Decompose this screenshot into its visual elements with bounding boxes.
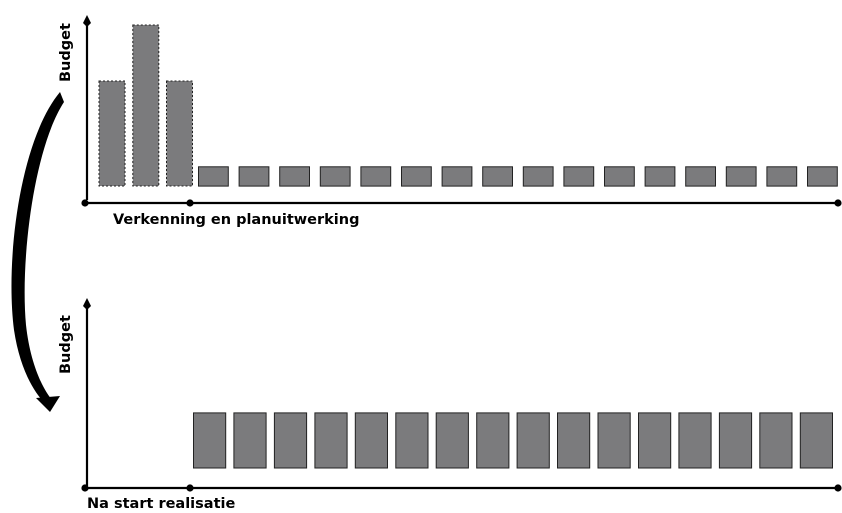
budget-shift-arrowhead-icon bbox=[36, 396, 60, 412]
bottom-bar-5 bbox=[233, 412, 267, 469]
top-bar-8 bbox=[360, 166, 392, 187]
top-y-label: Budget bbox=[58, 23, 74, 82]
top-bar-19 bbox=[807, 166, 838, 187]
bottom-phase-marker-dot bbox=[186, 484, 194, 492]
top-bar-9 bbox=[401, 166, 432, 187]
top-bar-10 bbox=[441, 166, 473, 187]
bottom-bar-4 bbox=[193, 412, 227, 469]
top-bar-14 bbox=[604, 166, 635, 187]
top-bar-18 bbox=[766, 166, 798, 187]
top-x-label: Verkenning en planuitwerking bbox=[113, 212, 359, 228]
top-bar-7 bbox=[319, 166, 351, 187]
chart-verkenning: Budget Verkenning en planuitwerking bbox=[58, 15, 842, 228]
bottom-bar-7 bbox=[314, 412, 348, 469]
top-bars bbox=[98, 24, 838, 187]
bottom-bar-12 bbox=[516, 412, 550, 469]
bottom-bar-16 bbox=[678, 412, 712, 469]
top-bar-12 bbox=[522, 166, 554, 187]
bottom-bar-14 bbox=[597, 412, 631, 469]
bottom-bar-11 bbox=[476, 412, 510, 469]
bottom-y-label: Budget bbox=[58, 315, 74, 374]
bottom-bar-13 bbox=[557, 412, 591, 469]
top-bar-2 bbox=[132, 24, 160, 187]
top-bar-6 bbox=[279, 166, 311, 187]
top-bar-3 bbox=[166, 80, 193, 187]
top-phase-marker-dot bbox=[186, 199, 194, 207]
bottom-bar-15 bbox=[638, 412, 672, 469]
top-y-axis-arrowhead bbox=[83, 15, 91, 27]
top-bar-13 bbox=[563, 166, 595, 187]
top-bar-5 bbox=[238, 166, 270, 187]
bottom-bar-9 bbox=[395, 412, 429, 469]
top-bar-1 bbox=[98, 80, 126, 187]
bottom-bar-18 bbox=[759, 412, 793, 469]
chart-realisatie: Budget Na start realisatie bbox=[58, 298, 842, 512]
top-bar-15 bbox=[644, 166, 676, 187]
bottom-bar-10 bbox=[435, 412, 469, 469]
bottom-bar-19 bbox=[799, 412, 833, 469]
budget-shift-arrow-icon bbox=[11, 92, 64, 406]
bottom-bars bbox=[193, 412, 833, 469]
bottom-bar-6 bbox=[273, 412, 308, 469]
bottom-bar-8 bbox=[354, 412, 388, 469]
top-origin-dot bbox=[81, 199, 89, 207]
top-bar-16 bbox=[685, 166, 717, 187]
top-bar-11 bbox=[482, 166, 514, 187]
top-x-end-dot bbox=[834, 199, 842, 207]
bottom-origin-dot bbox=[81, 484, 89, 492]
bottom-x-label: Na start realisatie bbox=[87, 496, 235, 512]
bottom-bar-17 bbox=[718, 412, 753, 469]
top-bar-4 bbox=[198, 166, 229, 187]
bottom-y-axis-arrowhead bbox=[83, 298, 91, 310]
top-bar-17 bbox=[725, 166, 757, 187]
bottom-x-end-dot bbox=[834, 484, 842, 492]
